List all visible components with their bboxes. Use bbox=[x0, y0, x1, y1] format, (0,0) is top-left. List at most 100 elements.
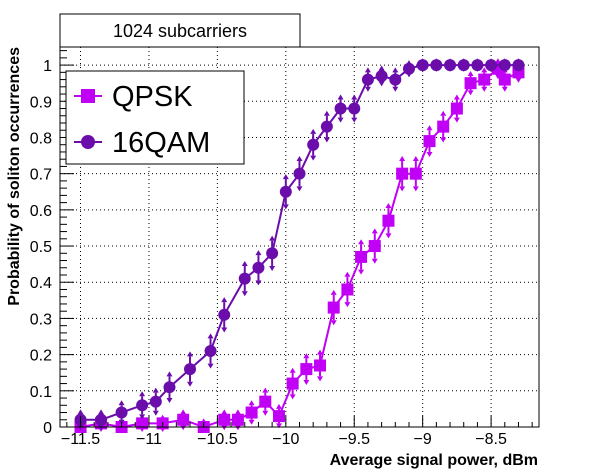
error-cap-qpsk bbox=[330, 289, 337, 295]
x-tick-label: −9 bbox=[414, 431, 432, 448]
error-cap-16qam bbox=[269, 235, 276, 241]
error-cap-16qam bbox=[310, 128, 317, 134]
error-cap-qpsk bbox=[303, 353, 310, 359]
error-cap-qpsk bbox=[371, 258, 378, 264]
data-point-16qam bbox=[95, 413, 108, 426]
error-cap-qpsk bbox=[180, 409, 187, 415]
y-tick-label: 0.3 bbox=[30, 311, 52, 328]
error-cap-16qam bbox=[282, 174, 289, 180]
y-tick-label: 1 bbox=[43, 58, 52, 75]
x-axis-label: Average signal power, dBm bbox=[330, 452, 538, 469]
legend-label-qpsk: QPSK bbox=[112, 81, 193, 113]
error-cap-qpsk bbox=[453, 117, 460, 123]
error-cap-qpsk bbox=[221, 409, 228, 415]
data-point-16qam bbox=[512, 59, 525, 72]
error-cap-qpsk bbox=[358, 239, 365, 245]
data-point-qpsk bbox=[245, 406, 258, 419]
y-tick-label: 0.2 bbox=[30, 348, 52, 365]
error-cap-qpsk bbox=[371, 228, 378, 234]
data-point-qpsk bbox=[423, 135, 436, 148]
error-cap-16qam bbox=[98, 409, 105, 415]
data-point-qpsk bbox=[355, 250, 368, 263]
error-cap-16qam bbox=[139, 414, 146, 420]
y-tick-label: 0.9 bbox=[30, 94, 52, 111]
data-point-qpsk bbox=[327, 301, 340, 314]
error-cap-16qam bbox=[282, 204, 289, 210]
data-point-16qam bbox=[485, 59, 498, 72]
y-tick-label: 0.7 bbox=[30, 167, 52, 184]
error-cap-16qam bbox=[392, 86, 399, 92]
error-cap-16qam bbox=[323, 137, 330, 143]
error-cap-16qam bbox=[337, 117, 344, 123]
data-point-16qam bbox=[307, 138, 320, 151]
error-cap-qpsk bbox=[494, 58, 501, 64]
title-box-frame bbox=[59, 13, 301, 48]
legend-label-16qam: 16QAM bbox=[112, 127, 210, 159]
data-point-16qam bbox=[238, 272, 251, 285]
data-point-16qam bbox=[149, 395, 162, 408]
data-point-qpsk bbox=[437, 120, 450, 133]
error-cap-16qam bbox=[241, 291, 248, 297]
x-tick-label: −10.5 bbox=[197, 431, 238, 448]
error-cap-16qam bbox=[351, 94, 358, 100]
error-cap-16qam bbox=[378, 81, 385, 87]
error-cap-qpsk bbox=[330, 320, 337, 326]
error-cap-16qam bbox=[152, 410, 159, 416]
error-cap-qpsk bbox=[180, 425, 187, 431]
error-cap-16qam bbox=[296, 156, 303, 161]
data-point-16qam bbox=[252, 261, 265, 274]
data-point-16qam bbox=[218, 308, 231, 321]
legend-marker-qpsk bbox=[81, 89, 95, 103]
data-point-16qam bbox=[136, 399, 149, 412]
error-cap-16qam bbox=[255, 280, 262, 286]
data-point-16qam bbox=[361, 73, 374, 86]
error-cap-16qam bbox=[269, 265, 276, 271]
data-point-qpsk bbox=[498, 73, 511, 86]
error-cap-qpsk bbox=[481, 67, 488, 73]
error-cap-qpsk bbox=[399, 156, 406, 161]
data-point-16qam bbox=[279, 185, 292, 198]
data-point-16qam bbox=[457, 59, 470, 72]
error-cap-16qam bbox=[392, 67, 399, 73]
data-point-16qam bbox=[204, 345, 217, 357]
error-cap-qpsk bbox=[234, 409, 241, 415]
error-cap-qpsk bbox=[453, 94, 460, 100]
error-cap-qpsk bbox=[399, 186, 406, 192]
data-point-16qam bbox=[293, 167, 306, 180]
legend-marker-16qam bbox=[81, 135, 95, 149]
data-point-qpsk bbox=[464, 77, 477, 90]
data-point-qpsk bbox=[231, 413, 244, 426]
data-point-16qam bbox=[444, 59, 457, 72]
error-cap-qpsk bbox=[317, 349, 324, 355]
error-cap-16qam bbox=[337, 94, 344, 100]
error-cap-qpsk bbox=[344, 271, 351, 277]
error-cap-qpsk bbox=[289, 394, 296, 400]
data-point-qpsk bbox=[218, 413, 231, 426]
data-point-qpsk bbox=[368, 240, 381, 253]
y-axis-label: Probability of soliton occurrences bbox=[6, 47, 23, 306]
data-point-16qam bbox=[416, 59, 429, 72]
y-tick-label: 0.4 bbox=[30, 275, 52, 292]
data-point-qpsk bbox=[177, 413, 190, 426]
data-point-16qam bbox=[348, 102, 361, 115]
error-cap-qpsk bbox=[385, 203, 392, 209]
error-cap-16qam bbox=[310, 155, 317, 161]
error-cap-16qam bbox=[118, 400, 125, 406]
error-cap-16qam bbox=[166, 398, 173, 404]
axis-ticks: −11.5 −11 −10.5 −10 −9.5 −9 −8.5 0 0.1 0.2 0.3 0.4 0… bbox=[30, 50, 533, 448]
data-point-16qam bbox=[320, 120, 333, 133]
data-point-qpsk bbox=[450, 102, 463, 115]
title-box: 1024 subcarriers bbox=[59, 13, 301, 48]
error-cap-qpsk bbox=[262, 387, 269, 393]
data-point-16qam bbox=[184, 363, 197, 376]
error-cap-qpsk bbox=[275, 403, 282, 409]
error-cap-qpsk bbox=[440, 110, 447, 116]
error-cap-qpsk bbox=[234, 425, 241, 431]
y-tick-label: 0.6 bbox=[30, 203, 52, 220]
error-cap-16qam bbox=[364, 67, 371, 73]
data-point-qpsk bbox=[314, 359, 327, 372]
error-cap-16qam bbox=[221, 327, 228, 333]
x-tick-label: −11 bbox=[136, 431, 162, 448]
error-cap-16qam bbox=[77, 425, 84, 431]
